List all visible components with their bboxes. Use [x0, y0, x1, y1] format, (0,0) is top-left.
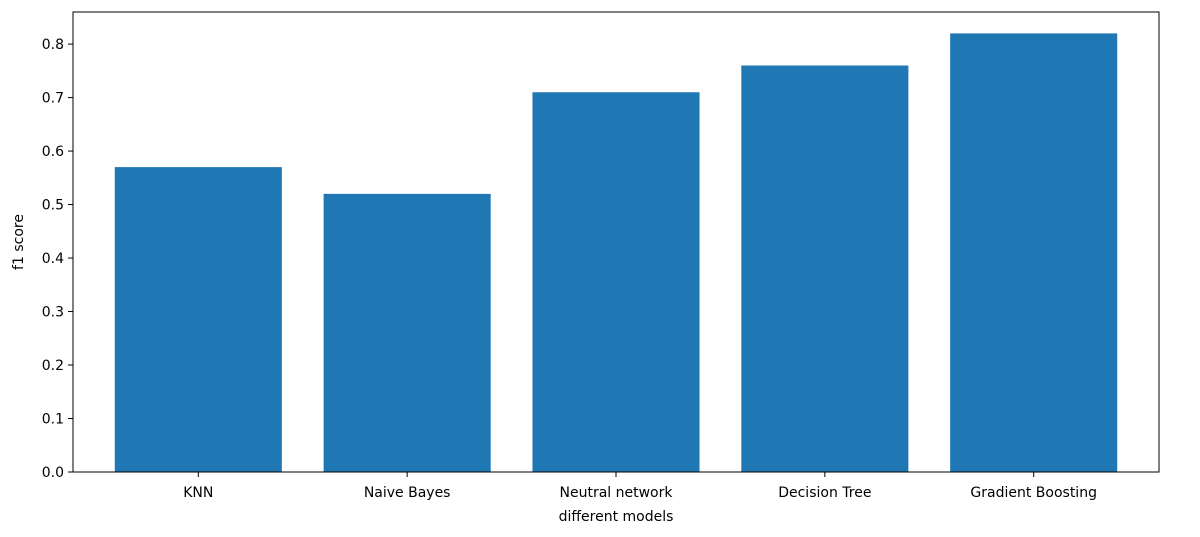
y-tick-label: 0.7 [42, 91, 64, 107]
bar-gradient-boosting [950, 33, 1118, 472]
y-tick-label: 0.4 [42, 251, 64, 267]
bar-neutral-network [532, 92, 700, 473]
x-tick-label: Neutral network [560, 485, 674, 501]
x-tick-label: Naive Bayes [364, 485, 451, 501]
y-tick-label: 0.1 [42, 412, 64, 428]
y-tick-label: 0.8 [42, 37, 64, 53]
y-tick-label: 0.2 [42, 358, 64, 374]
y-tick-label: 0.5 [42, 198, 64, 214]
y-axis-label: f1 score [11, 214, 27, 270]
bar-decision-tree [741, 65, 909, 472]
y-tick-label: 0.6 [42, 144, 64, 160]
y-axis: 0.0 0.1 0.2 0.3 0.4 0.5 0.6 0.7 0.8 [42, 37, 73, 481]
bar-naive-bayes [323, 193, 491, 472]
x-axis: KNN Naive Bayes Neutral network Decision Tr… [183, 472, 1097, 501]
x-axis-label: different models [559, 509, 674, 525]
bar-knn [114, 167, 282, 472]
x-tick-label: Decision Tree [778, 485, 871, 501]
y-tick-label: 0.3 [42, 305, 64, 321]
x-tick-label: KNN [183, 485, 213, 501]
y-tick-label: 0.0 [42, 465, 64, 481]
plot-frame [72, 11, 1160, 473]
bars-group [114, 33, 1118, 473]
x-tick-label: Gradient Boosting [970, 485, 1097, 501]
